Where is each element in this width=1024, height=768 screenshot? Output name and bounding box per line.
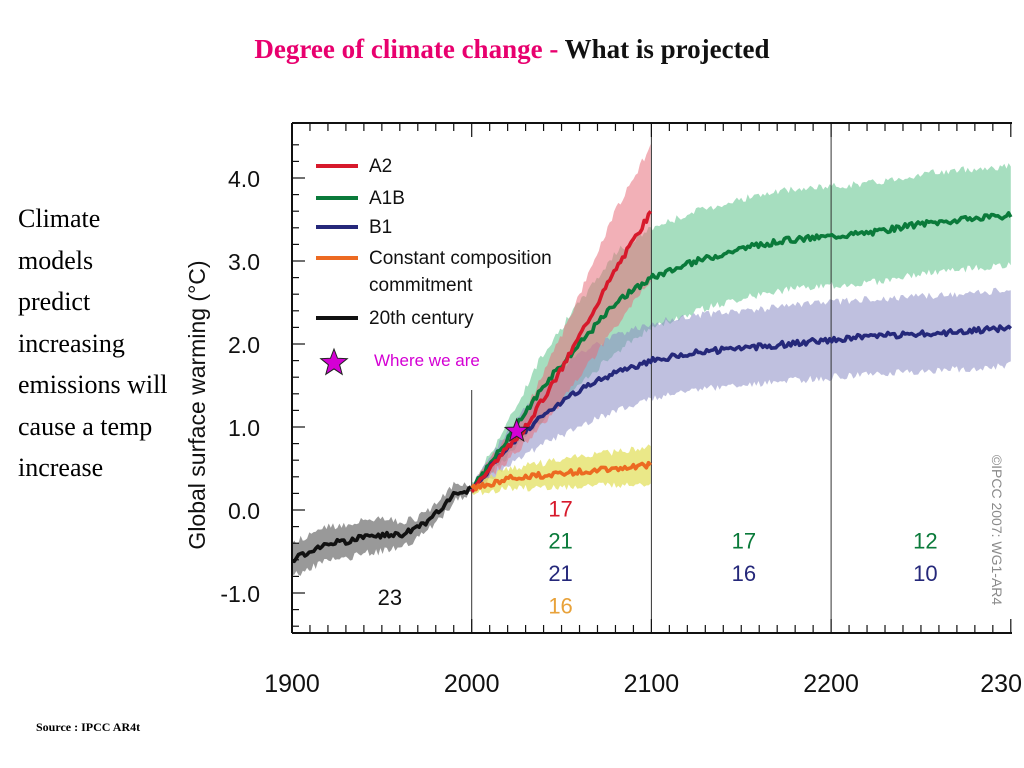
y-tick-label: 4.0 [228,166,260,192]
series-lines [291,210,1013,564]
legend-label: A1B [369,188,405,209]
model-count-label: 21 [548,561,572,586]
y-tick-label: 2.0 [228,332,260,358]
y-tick-label: 0.0 [228,498,260,524]
model-count-label: 16 [732,561,756,586]
band-a1b [471,163,1011,491]
x-tick-label: 230 [980,670,1022,698]
band-a2 [471,143,651,493]
where-we-are-star-icon [503,417,530,443]
band-20th-century [292,481,471,576]
model-count-label: 21 [548,529,572,554]
legend-label: Constant composition [369,248,552,269]
model-count-label: 16 [548,593,572,618]
model-count-label: 17 [548,496,572,521]
side-description: Climate models predict increasing emissi… [18,204,168,482]
page-title: Degree of climate change - What is proje… [0,34,1024,65]
model-count-label: 17 [732,529,756,554]
y-tick-label: 3.0 [228,249,260,275]
y-tick-label: -1.0 [220,581,260,607]
watermark-text: ©IPCC 2007: WG1-AR4 [989,455,1005,606]
series-line-b1 [470,324,1013,491]
title-part-2: What is projected [564,34,770,64]
band-b1 [471,287,1011,494]
title-part-1: Degree of climate change - [254,34,565,64]
uncertainty-bands [292,143,1011,576]
legend-star-icon [319,347,349,376]
model-count-label: 23 [378,585,402,610]
series-line-20th-century [291,485,473,564]
x-tick-label: 2100 [624,670,680,698]
y-axis-label: Global surface warming (°C) [184,260,210,549]
y-tick-label: 1.0 [228,415,260,441]
legend-label: A2 [369,156,392,177]
decade-lines [471,123,832,633]
where-we-are-label: Where we are [374,351,480,370]
model-counts: 23 17 21 21 16 17 16 12 10 [378,496,938,618]
model-count-label: 12 [913,529,937,554]
where-we-are-marker: Where we are [319,347,530,443]
tick-labels: 1900 2000 2100 2200 230 4.0 3.0 2.0 1.0 0.0 -1.0 [220,166,1022,698]
band-constant-composition-commitment [471,444,651,496]
axis-ticks [291,123,1012,633]
legend: A2 A1B B1 Constant composition commitment 20t… [316,156,552,329]
source-note: Source : IPCC AR4t [36,720,141,734]
series-line-a2 [470,210,653,494]
model-count-label: 10 [913,561,937,586]
x-tick-label: 2000 [444,670,500,698]
x-tick-label: 2200 [803,670,859,698]
legend-label: 20th century [369,308,474,329]
x-tick-label: 1900 [264,670,320,698]
legend-label: B1 [369,217,392,238]
legend-label: commitment [369,275,473,296]
series-line-constant-composition-commitment [470,460,653,492]
